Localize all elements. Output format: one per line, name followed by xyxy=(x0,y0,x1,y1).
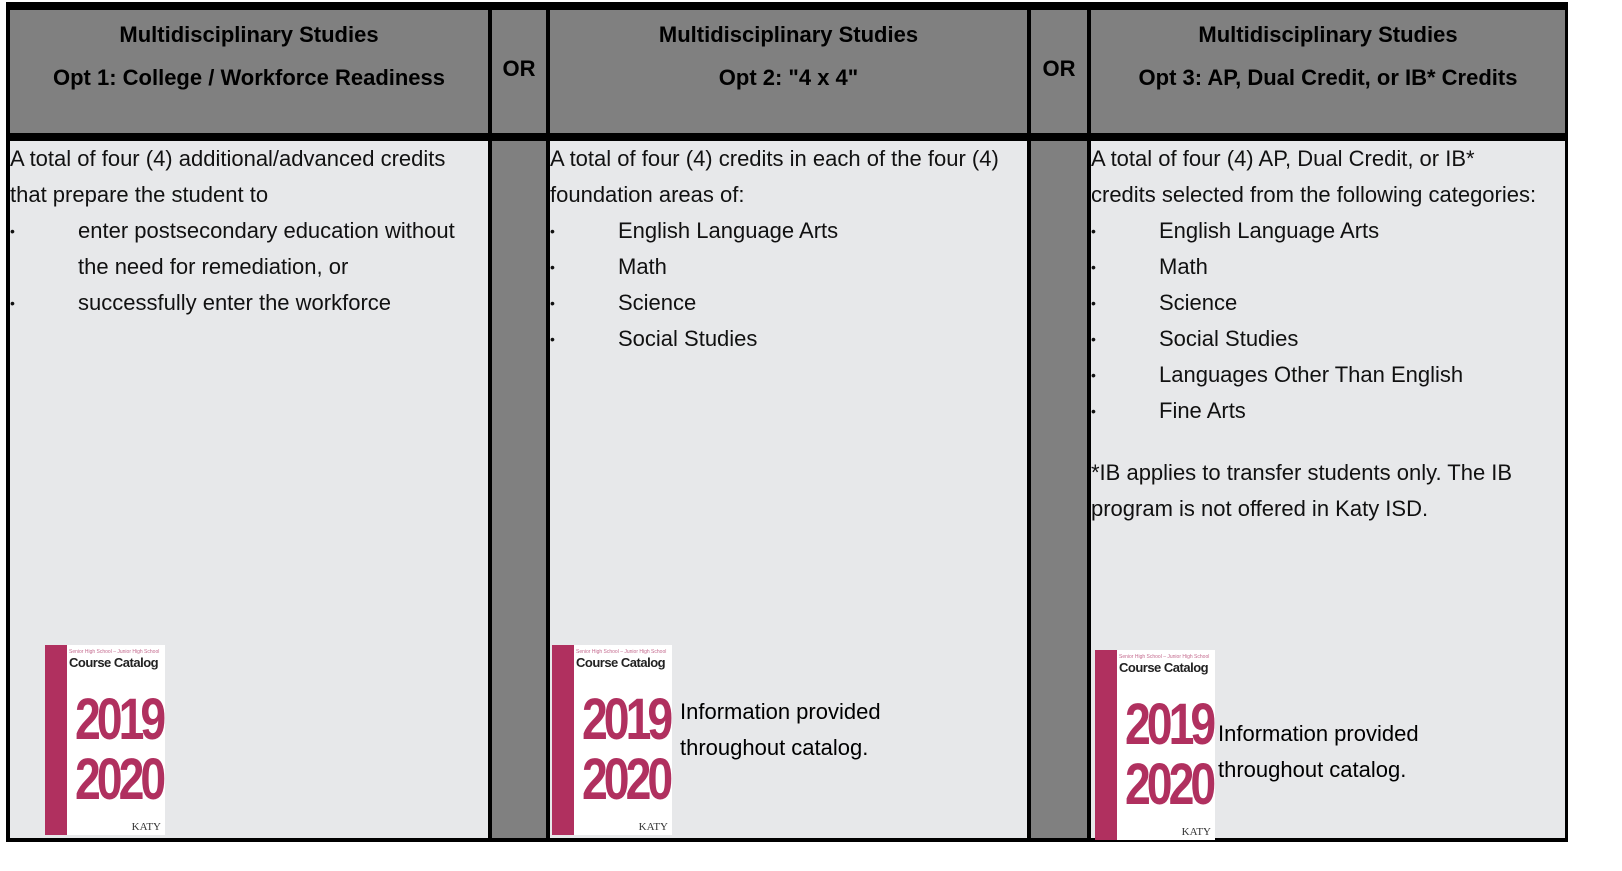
cover-school: Senior High School – Junior High School xyxy=(69,649,160,655)
separator-body xyxy=(492,141,546,838)
cover-stripe xyxy=(1095,650,1117,840)
cover-brand: KATY xyxy=(1181,826,1211,838)
header-line: Opt 3: AP, Dual Credit, or IB* Credits xyxy=(1138,65,1518,90)
cover-brand: KATY xyxy=(638,821,668,833)
cover-year: 2020 xyxy=(582,747,672,812)
bullet-list: English Language ArtsMathScienceSocial S… xyxy=(1091,213,1565,429)
catalog-cover: Senior High School – Junior High School C… xyxy=(45,645,165,835)
bullet-item: English Language Arts xyxy=(1091,213,1555,249)
header-line: Opt 1: College / Workforce Readiness xyxy=(52,65,446,90)
bullet-item: Fine Arts xyxy=(1091,393,1555,429)
footnote: *IB applies to transfer students only. T… xyxy=(1091,460,1513,521)
bullet-list: English Language ArtsMathScienceSocial S… xyxy=(550,213,1027,357)
intro-text: A total of four (4) additional/advanced … xyxy=(10,146,446,207)
header-line: Multidisciplinary Studies xyxy=(658,22,919,47)
catalog-caption: Information provided throughout catalog. xyxy=(680,699,881,760)
cover-stripe xyxy=(552,645,574,835)
cover-school: Senior High School – Junior High School xyxy=(1119,654,1210,660)
header-line: Opt 2: "4 x 4" xyxy=(718,65,859,90)
cover-year: 2019 xyxy=(1125,692,1215,757)
cover-year: 2019 xyxy=(75,687,165,752)
header-line: Multidisciplinary Studies xyxy=(119,22,379,47)
bullet-item: Math xyxy=(1091,249,1555,285)
intro-text: A total of four (4) AP, Dual Credit, or … xyxy=(1091,146,1537,207)
bullet-item: English Language Arts xyxy=(550,213,1017,249)
header-line: Multidisciplinary Studies xyxy=(1198,22,1458,47)
cover-year: 2019 xyxy=(582,687,672,752)
catalog-cover: Senior High School – Junior High School C… xyxy=(552,645,672,835)
bullet-item: Science xyxy=(550,285,1017,321)
or-separator: OR xyxy=(492,10,546,133)
cover-title: Course Catalog xyxy=(576,655,666,670)
bullet-item: Languages Other Than English xyxy=(1091,357,1555,393)
column-header: Multidisciplinary Studies Opt 2: "4 x 4" xyxy=(550,10,1027,133)
catalog-caption: Information provided throughout catalog. xyxy=(1218,721,1419,782)
cover-title: Course Catalog xyxy=(1119,660,1209,675)
bullet-item: Social Studies xyxy=(550,321,1017,357)
column-header: Multidisciplinary Studies Opt 1: College … xyxy=(10,10,488,133)
cover-year: 2020 xyxy=(75,747,165,812)
catalog-cover: Senior High School – Junior High School C… xyxy=(1095,650,1215,840)
bullet-item: Social Studies xyxy=(1091,321,1555,357)
bullet-item: enter postsecondary education without th… xyxy=(10,213,478,285)
bullet-list: enter postsecondary education without th… xyxy=(10,213,488,321)
cover-school: Senior High School – Junior High School xyxy=(576,649,667,655)
or-separator: OR xyxy=(1031,10,1087,133)
bullet-item: Math xyxy=(550,249,1017,285)
intro-text: A total of four (4) credits in each of t… xyxy=(550,146,999,207)
cover-stripe xyxy=(45,645,67,835)
cover-title: Course Catalog xyxy=(69,655,159,670)
separator-body xyxy=(1031,141,1087,838)
cover-year: 2020 xyxy=(1125,752,1215,817)
bullet-item: successfully enter the workforce xyxy=(10,285,478,321)
cover-brand: KATY xyxy=(131,821,161,833)
column-header: Multidisciplinary Studies Opt 3: AP, Dual… xyxy=(1091,10,1565,133)
bullet-item: Science xyxy=(1091,285,1555,321)
